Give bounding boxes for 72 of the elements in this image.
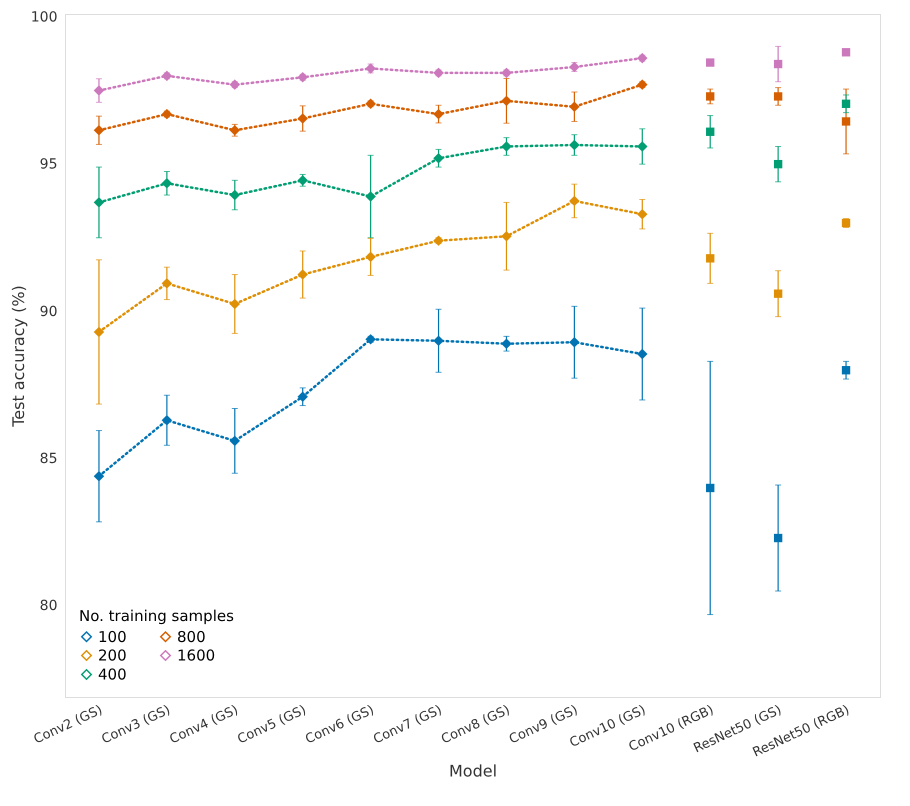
legend-label: 400 bbox=[98, 666, 127, 684]
point bbox=[637, 52, 648, 64]
point bbox=[637, 208, 648, 220]
point bbox=[94, 85, 104, 96]
point bbox=[94, 125, 104, 136]
point bbox=[230, 298, 240, 310]
point bbox=[706, 254, 714, 263]
point bbox=[569, 62, 580, 72]
x-axis-title: Model bbox=[448, 762, 498, 781]
point bbox=[365, 191, 376, 202]
point bbox=[433, 68, 444, 78]
point bbox=[501, 338, 512, 349]
point bbox=[297, 391, 308, 402]
point bbox=[162, 278, 172, 289]
legend-label: 800 bbox=[177, 628, 206, 646]
point bbox=[774, 60, 782, 68]
legend-label: 100 bbox=[98, 628, 127, 646]
point bbox=[433, 108, 444, 120]
point bbox=[842, 48, 850, 56]
point bbox=[774, 160, 782, 168]
point bbox=[94, 197, 104, 208]
point bbox=[365, 63, 376, 74]
point bbox=[842, 117, 850, 126]
point bbox=[94, 470, 104, 482]
point bbox=[774, 534, 782, 542]
point bbox=[842, 366, 850, 374]
point bbox=[433, 336, 444, 346]
point bbox=[297, 72, 308, 83]
point bbox=[230, 436, 240, 446]
legend-label: 1600 bbox=[177, 646, 216, 664]
point bbox=[706, 484, 714, 492]
point bbox=[162, 178, 172, 189]
point bbox=[706, 128, 714, 136]
point bbox=[365, 252, 376, 262]
point bbox=[365, 98, 376, 110]
point bbox=[569, 337, 580, 348]
point bbox=[637, 348, 648, 360]
point bbox=[842, 100, 850, 108]
point bbox=[433, 153, 444, 164]
point bbox=[501, 96, 512, 106]
point bbox=[230, 125, 240, 136]
point bbox=[706, 92, 714, 101]
point bbox=[501, 141, 512, 152]
point bbox=[706, 58, 714, 67]
point bbox=[501, 231, 512, 242]
point bbox=[569, 101, 580, 112]
y-axis-title: Test accuracy (%) bbox=[8, 285, 28, 428]
point bbox=[637, 79, 648, 90]
legend-label: 200 bbox=[98, 646, 127, 664]
point bbox=[230, 190, 240, 200]
y-tick-label: 85 bbox=[40, 451, 58, 468]
point bbox=[94, 326, 104, 338]
y-tick-label: 100 bbox=[30, 9, 58, 26]
point bbox=[297, 175, 308, 186]
point bbox=[162, 415, 172, 426]
point bbox=[774, 289, 782, 298]
point bbox=[297, 269, 308, 280]
point bbox=[365, 334, 376, 345]
point bbox=[501, 68, 512, 78]
legend-title: No. training samples bbox=[79, 607, 234, 625]
point bbox=[774, 92, 782, 101]
point bbox=[297, 113, 308, 124]
point bbox=[162, 70, 172, 82]
point bbox=[569, 140, 580, 150]
y-tick-label: 95 bbox=[40, 156, 58, 173]
point bbox=[637, 141, 648, 152]
point bbox=[569, 196, 580, 206]
point bbox=[230, 79, 240, 90]
point bbox=[433, 235, 444, 246]
y-tick-label: 80 bbox=[40, 598, 58, 614]
y-tick-label: 90 bbox=[40, 304, 58, 320]
point bbox=[162, 108, 172, 120]
